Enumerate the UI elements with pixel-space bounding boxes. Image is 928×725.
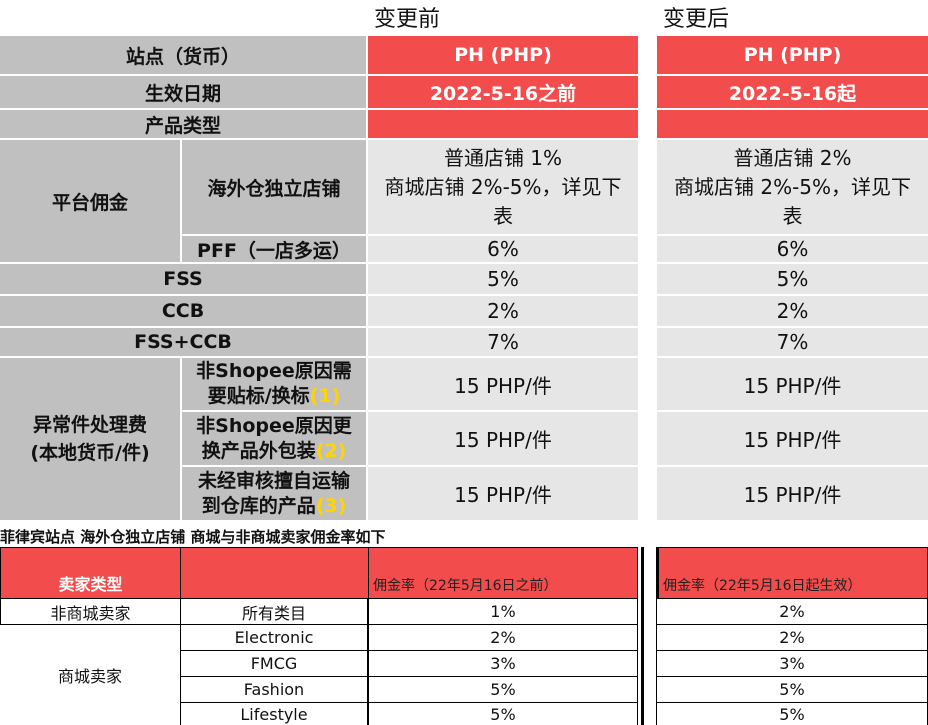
site-label: 站点（货币） (0, 36, 366, 74)
fss-ccb-after: 7% (657, 328, 928, 356)
exception-item-1-before: 15 PHP/件 (368, 358, 638, 410)
exception-fee-label-line1: 异常件处理费 (32, 414, 147, 436)
exception-fee-label: 异常件处理费 (本地货币/件) (0, 358, 180, 520)
exception-item-1-num: (1) (309, 385, 341, 407)
exception-item-2-line1: 非Shopee原因更 (196, 414, 352, 437)
date-label: 生效日期 (0, 76, 366, 108)
non-mall-after: 2% (656, 599, 928, 625)
exception-item-2-line2: 换产品外包装 (201, 439, 316, 462)
rate-after-header: 佣金率（22年5月16日起生效） (656, 547, 928, 599)
fss-ccb-label: FSS+CCB (0, 328, 366, 356)
mall-lifestyle-before: 5% (368, 703, 638, 725)
mall-category-electronic: Electronic (181, 625, 368, 651)
exception-item-2-after: 15 PHP/件 (657, 412, 928, 465)
fss-label: FSS (0, 264, 366, 294)
mall-category-lifestyle: Lifestyle (181, 703, 368, 725)
mall-category-fmcg: FMCG (181, 651, 368, 677)
table2-divider (641, 547, 644, 725)
header-before: 变更前 (368, 0, 638, 34)
exception-item-3-line1: 未经审核擅自运输 (197, 469, 350, 492)
exception-item-2-before: 15 PHP/件 (368, 412, 638, 465)
exception-item-3-before: 15 PHP/件 (368, 467, 638, 520)
pff-label: PFF（一店多运） (182, 236, 366, 262)
site-before: PH (PHP) (368, 36, 638, 74)
mall-category-fashion: Fashion (181, 677, 368, 703)
exception-item-1-after: 15 PHP/件 (657, 358, 928, 410)
pff-before: 6% (368, 236, 638, 262)
product-type-label: 产品类型 (0, 110, 366, 138)
mall-electronic-before: 2% (368, 625, 638, 651)
exception-item-2-num: (2) (315, 439, 347, 462)
mall-lifestyle-after: 5% (656, 703, 928, 725)
seller-type-header: 卖家类型 (0, 547, 181, 599)
exception-item-3-num: (3) (315, 494, 347, 517)
overseas-before-line1: 普通店铺 1% (443, 145, 563, 170)
overseas-before-line2: 商城店铺 2%-5%，详见下 (384, 174, 622, 199)
exception-item-3-after: 15 PHP/件 (657, 467, 928, 520)
ccb-after: 2% (657, 296, 928, 326)
mall-fashion-after: 5% (656, 677, 928, 703)
ccb-before: 2% (368, 296, 638, 326)
mall-seller-label: 商城卖家 (0, 625, 181, 725)
exception-item-3-label: 未经审核擅自运输 到仓库的产品(3) (182, 467, 366, 520)
fss-after: 5% (657, 264, 928, 294)
pff-after: 6% (657, 236, 928, 262)
overseas-after: 普通店铺 2% 商城店铺 2%-5%，详见下 表 (657, 140, 928, 234)
non-mall-seller-label: 非商城卖家 (0, 599, 181, 625)
overseas-after-line2: 商城店铺 2%-5%，详见下 (673, 174, 912, 199)
exception-item-1-line2: 要贴标/换标 (207, 385, 310, 407)
product-type-before (368, 110, 638, 138)
mall-electronic-after: 2% (656, 625, 928, 651)
non-mall-category: 所有类目 (181, 599, 368, 625)
overseas-after-line3: 表 (782, 203, 803, 228)
exception-item-2-label: 非Shopee原因更 换产品外包装(2) (182, 412, 366, 465)
header-after: 变更后 (657, 0, 928, 34)
product-type-after (657, 110, 928, 138)
overseas-store-label: 海外仓独立店铺 (182, 140, 366, 234)
exception-item-3-line2: 到仓库的产品 (201, 494, 316, 517)
commission-label: 平台佣金 (0, 140, 180, 262)
mall-fashion-before: 5% (368, 677, 638, 703)
mall-fmcg-after: 3% (656, 651, 928, 677)
overseas-after-line1: 普通店铺 2% (733, 145, 852, 170)
mall-fmcg-before: 3% (368, 651, 638, 677)
table2-caption: 菲律宾站点 海外仓独立店铺 商城与非商城卖家佣金率如下 (0, 528, 386, 546)
date-after: 2022-5-16起 (657, 76, 928, 108)
overseas-before: 普通店铺 1% 商城店铺 2%-5%，详见下 表 (368, 140, 638, 234)
category-header (181, 547, 368, 599)
site-after: PH (PHP) (657, 36, 928, 74)
non-mall-before: 1% (368, 599, 638, 625)
rate-before-header: 佣金率（22年5月16日之前） (368, 547, 638, 599)
ccb-label: CCB (0, 296, 366, 326)
exception-fee-label-line2: (本地货币/件) (30, 442, 150, 464)
overseas-before-line3: 表 (493, 203, 513, 228)
exception-item-1-label: 非Shopee原因需 要贴标/换标(1) (182, 358, 366, 410)
fss-ccb-before: 7% (368, 328, 638, 356)
date-before: 2022-5-16之前 (368, 76, 638, 108)
exception-item-1-line1: 非Shopee原因需 (196, 360, 352, 382)
fss-before: 5% (368, 264, 638, 294)
